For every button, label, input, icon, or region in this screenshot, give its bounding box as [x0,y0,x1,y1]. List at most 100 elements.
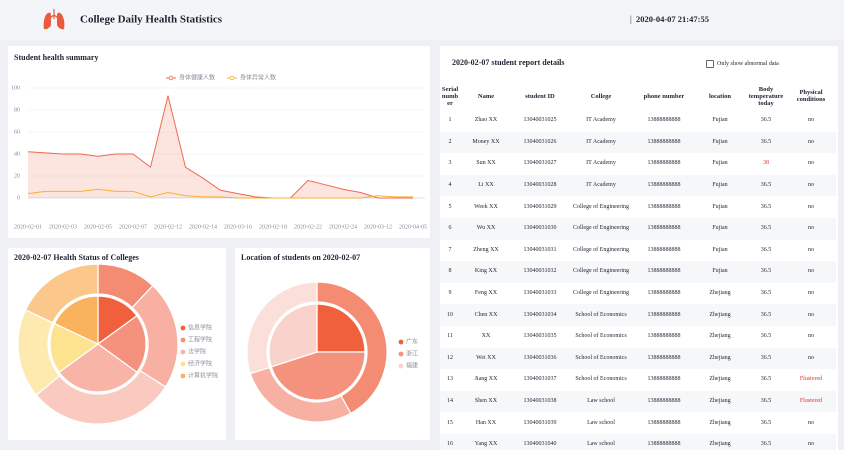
table-cell: College of Engineering [573,290,629,297]
pie-slice [96,314,147,374]
header-row: Serial number Name student ID College phone … [440,82,836,110]
table-cell: 36.5 [760,290,772,297]
table-cell: Zhejiang [709,354,731,361]
table-row: 8 King XX 13040031032 College of Engineerin… [440,261,836,283]
legend-label: 身体异常人数 [240,73,276,81]
table-cell: IT Academy [586,182,616,189]
table-cell: 36.5 [760,376,772,383]
table-cell: 13040031029 [523,203,557,210]
table-cell: 13888888888 [647,246,681,253]
table-cell: Fujian [712,268,728,275]
table-cell: Jiang XX [474,376,498,383]
area [28,95,413,198]
table-cell: 13888888888 [647,311,681,318]
table-cell: 13040031037 [523,376,557,383]
table-title: 2020-02-07 student report details [452,58,565,67]
legend-dot [168,75,174,81]
table-row: 4 Li XX 13040031028 IT Academy 13888888888 Fu… [440,174,836,197]
table-cell: Fujian [712,225,728,232]
table-cell: 2 [448,138,452,145]
table-cell: Fujian [712,203,728,210]
table-cell: Li XX [478,182,494,189]
table-cell: no [808,268,814,275]
chart-title: Student health summary [14,53,98,62]
legend-item: 身体异常人数 [227,73,276,81]
table-cell: Fujian [712,182,728,189]
legend-label: 福建 [406,361,418,369]
table-cell: 13040031026 [523,138,557,145]
legend-swatch [398,339,404,345]
table-cell: 13888888888 [647,376,681,383]
table-cell: no [808,354,814,361]
legend-label: 法学院 [188,347,206,355]
table-cell: 5 [448,203,452,210]
legend-label: 经济学院 [188,359,212,367]
table-cell: no [808,290,814,297]
table-cell: School of Economics [575,376,627,383]
table-row: 2 Money XX 13040031026 IT Academy 1388888888… [440,131,836,154]
legend-label: 工程学院 [188,335,212,343]
y-tick-label: 100 [11,85,20,91]
table-cell: no [808,419,814,426]
legend-swatch [398,363,404,369]
checkbox[interactable] [706,60,714,68]
table-cell: College of Engineering [573,246,629,253]
table-cell: Money XX [472,138,500,145]
table-cell: 4 [448,182,452,189]
abnormal-filter[interactable]: Only show abnormal data [706,60,779,68]
pie-slice [24,263,99,324]
table-cell: Zhejiang [709,333,731,340]
table-cell: Zhejiang [709,290,731,297]
table-cell: XX [481,333,491,340]
table-cell: Law school [587,419,615,426]
legend-swatch [180,373,186,379]
legend-swatch [398,351,404,357]
table-row: 13 Jiang XX 13040031037 School of Economics… [440,369,836,391]
table-cell: College of Engineering [573,225,629,232]
table-cell: Zhejiang [709,311,731,318]
table-cell: Zhejiang [709,419,731,426]
table-cell: 13040031031 [523,246,557,253]
panel [8,46,430,238]
header-bar [0,0,844,40]
table-cell: IT Academy [586,117,616,124]
table-cell: 36.5 [760,268,772,275]
table-cell: 13888888888 [647,419,681,426]
table-row: 1 Zhao XX 13040031025 IT Academy 13888888888… [440,110,836,132]
table-cell: 36.5 [760,333,772,340]
table-row: 14 Shen XX 13040031038 Law school 1388888888… [440,390,836,413]
legend-swatch [180,349,186,355]
table-row: 3 Sun XX 13040031027 IT Academy 13888888888 F… [440,153,836,175]
table-row: 6 Wu XX 13040031030 College of Engineering 1… [440,217,836,240]
pie-slice [268,303,318,368]
column-header: Serial number [441,85,459,107]
x-tick-label: 2020-02-14 [189,224,217,230]
y-tick-label: 60 [14,129,20,135]
chart-title: 2020-02-07 Health Status of Colleges [14,253,139,262]
legend-swatch [180,337,186,343]
table-cell: 36.5 [760,419,772,426]
table-row: 9 Feng XX 13040031033 College of Engineerin… [440,283,836,305]
table-cell: 13040031025 [523,117,557,124]
x-tick-label: 2020-02-22 [294,224,322,230]
table-cell: College of Engineering [573,203,629,210]
table-cell: 36.5 [760,203,772,210]
legend-label: 计算机学院 [188,371,218,379]
table-cell: Flustered [799,398,823,405]
x-tick-label: 2020-02-01 [14,224,42,230]
table-cell: 13888888888 [647,225,681,232]
logo [43,9,65,30]
legend-label: 身体健康人数 [179,73,215,81]
table-cell: 13888888888 [647,182,681,189]
column-header: student ID [525,92,555,100]
x-tick-label: 2020-02-07 [119,224,147,230]
table-cell: 36.5 [760,354,772,361]
y-tick-label: 40 [14,151,20,157]
x-tick-label: 2020-02-24 [329,224,357,230]
table-row: 5 Week XX 13040031029 College of Engineerin… [440,196,836,218]
table-cell: no [808,203,814,210]
table-cell: 13888888888 [647,268,681,275]
table-cell: 13888888888 [647,398,681,405]
pie-slice [246,281,318,375]
table-cell: 13040031030 [523,225,557,232]
